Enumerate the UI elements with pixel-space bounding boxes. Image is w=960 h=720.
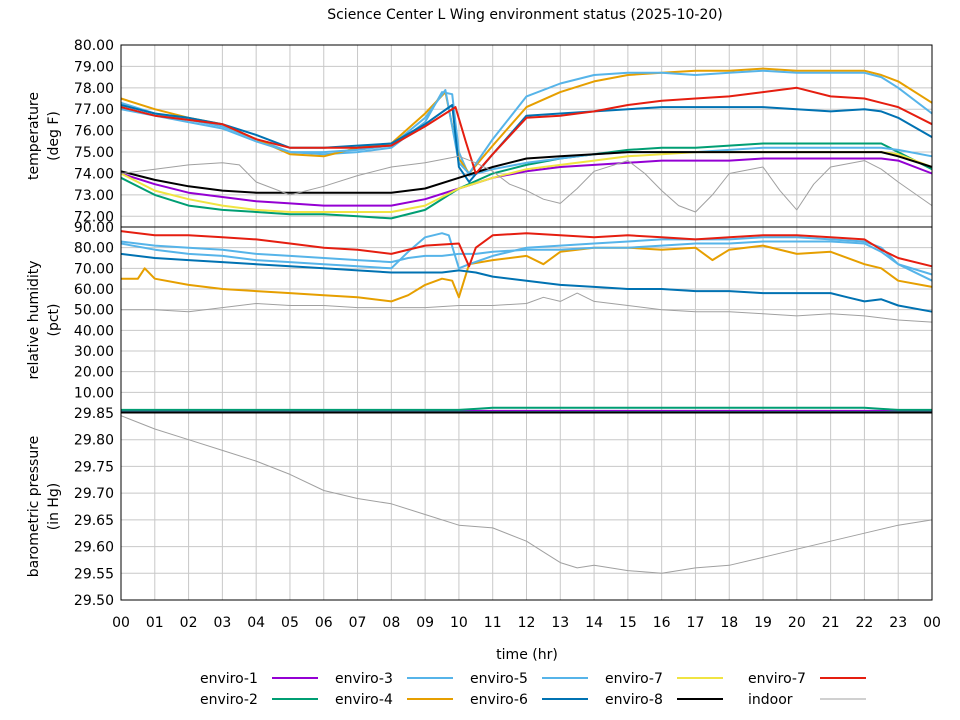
x-tick-label: 18 — [720, 615, 738, 631]
x-tick-label: 16 — [653, 615, 671, 631]
y-tick-label: 80.00 — [74, 241, 114, 257]
series-line-indoor — [120, 155, 933, 213]
y-tick-label: 90.00 — [74, 220, 114, 236]
legend-label: enviro-5 — [470, 671, 528, 687]
legend-label: enviro-4 — [335, 692, 393, 708]
legend-item: enviro-6 — [470, 692, 588, 708]
series-line-indoor — [120, 415, 933, 574]
x-tick-label: 07 — [349, 615, 367, 631]
y-tick-label: 29.50 — [74, 593, 114, 609]
y-tick-label: 80.00 — [74, 38, 114, 54]
x-tick-label: 08 — [382, 615, 400, 631]
y-tick-label: 78.00 — [74, 81, 114, 97]
y-tick-label: 29.60 — [74, 540, 114, 556]
legend-item: enviro-5 — [470, 671, 588, 687]
y-tick-label: 29.85 — [74, 406, 114, 422]
chart-title: Science Center L Wing environment status… — [327, 7, 723, 23]
y-axis-label: (pct) — [46, 304, 62, 337]
y-tick-label: 77.00 — [74, 102, 114, 118]
y-tick-label: 76.00 — [74, 124, 114, 140]
series-line-enviro-7 — [120, 252, 933, 313]
x-tick-label: 04 — [247, 615, 265, 631]
legend-item: enviro-7 — [748, 671, 866, 687]
y-tick-label: 79.00 — [74, 59, 114, 75]
x-tick-label: 05 — [281, 615, 299, 631]
x-tick-label: 22 — [856, 615, 874, 631]
legend-label: enviro-7 — [605, 671, 663, 687]
legend-item: enviro-4 — [335, 692, 453, 708]
x-tick-label: 20 — [788, 615, 806, 631]
series-line-enviro-1 — [120, 157, 933, 207]
legend-item: enviro-2 — [200, 692, 318, 708]
x-tick-label: 09 — [416, 615, 434, 631]
y-tick-label: 29.55 — [74, 566, 114, 582]
series-line-enviro-7 — [120, 86, 933, 175]
y-tick-label: 73.00 — [74, 188, 114, 204]
legend-label: enviro-6 — [470, 692, 528, 708]
x-tick-label: 21 — [822, 615, 840, 631]
legend-label: enviro-2 — [200, 692, 258, 708]
legend-label: indoor — [748, 692, 793, 708]
legend-item: enviro-1 — [200, 671, 318, 687]
x-axis-label: time (hr) — [496, 647, 558, 663]
x-tick-label: 00 — [112, 615, 130, 631]
y-tick-label: 50.00 — [74, 303, 114, 319]
y-axis-label: relative humidity — [26, 260, 42, 379]
y-tick-label: 29.75 — [74, 459, 114, 475]
legend-label: enviro-7 — [748, 671, 806, 687]
y-tick-label: 30.00 — [74, 344, 114, 360]
panel-3: 29.50 29.55 29.60 29.65 29.70 29.75 29.80 29.85… — [26, 406, 933, 609]
series-line-enviro-4 — [121, 244, 933, 303]
series-line-indoor — [121, 292, 933, 323]
x-tick-label: 02 — [180, 615, 198, 631]
series-line-enviro-6 — [120, 240, 933, 276]
y-axis-label: barometric pressure — [26, 436, 42, 577]
x-tick-label: 17 — [687, 615, 705, 631]
y-tick-label: 20.00 — [74, 365, 114, 381]
legend-item: enviro-7 — [605, 671, 723, 687]
x-tick-label: 03 — [213, 615, 231, 631]
series-line-enviro-7 — [120, 230, 933, 268]
x-tick-label: 11 — [484, 615, 502, 631]
y-tick-label: 75.00 — [74, 145, 114, 161]
y-axis-label: (in Hg) — [46, 483, 62, 531]
x-tick-label: 19 — [754, 615, 772, 631]
y-tick-label: 70.00 — [74, 261, 114, 277]
y-axis-label: (deg F) — [46, 111, 62, 161]
x-tick-label: 00 — [923, 615, 941, 631]
legend-label: enviro-1 — [200, 671, 258, 687]
legend-item: enviro-8 — [605, 692, 723, 708]
x-tick-label: 15 — [619, 615, 637, 631]
y-tick-label: 29.65 — [74, 513, 114, 529]
x-tick-label: 13 — [551, 615, 569, 631]
legend-label: enviro-8 — [605, 692, 663, 708]
panel-frame — [120, 412, 933, 601]
series-line-enviro-8 — [120, 151, 933, 194]
legend-item: enviro-3 — [335, 671, 453, 687]
series-line-enviro-5 — [120, 69, 933, 175]
y-tick-label: 74.00 — [74, 166, 114, 182]
x-tick-label: 10 — [450, 615, 468, 631]
series-line-enviro-2 — [121, 406, 932, 411]
y-tick-label: 72.00 — [74, 209, 114, 225]
legend-label: enviro-3 — [335, 671, 393, 687]
x-tick-label: 14 — [585, 615, 603, 631]
y-tick-label: 60.00 — [74, 282, 114, 298]
y-tick-label: 29.80 — [74, 433, 114, 449]
y-tick-label: 40.00 — [74, 323, 114, 339]
y-tick-label: 10.00 — [74, 385, 114, 401]
panel-2: 10.00 20.00 30.00 40.00 50.00 60.00 70.00 80.00… — [26, 220, 933, 414]
x-tick-label: 06 — [315, 615, 333, 631]
x-tick-label: 12 — [518, 615, 536, 631]
x-tick-label: 01 — [146, 615, 164, 631]
panel-1: 72.00 73.00 74.00 75.00 76.00 77.00 78.00 79.00… — [26, 38, 933, 228]
y-tick-label: 29.70 — [74, 486, 114, 502]
x-tick-label: 23 — [889, 615, 907, 631]
series-line-enviro-2 — [120, 142, 933, 220]
legend-item: indoor — [748, 692, 866, 708]
series-line-enviro-5 — [120, 232, 933, 282]
y-axis-label: temperature — [26, 92, 42, 180]
